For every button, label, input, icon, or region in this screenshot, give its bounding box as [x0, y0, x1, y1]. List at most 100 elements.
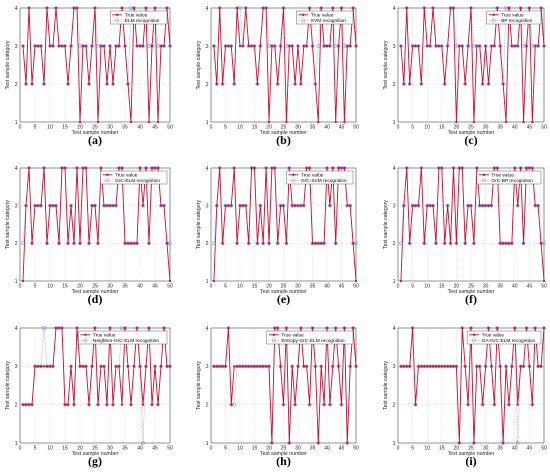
x-tick-label: 35	[122, 284, 128, 290]
x-tick-label: 0	[19, 446, 22, 452]
true-value-point	[273, 326, 276, 330]
true-value-point	[478, 204, 481, 207]
recognition-point	[399, 364, 403, 369]
true-value-point	[270, 166, 274, 170]
y-axis-label: Test sample category	[5, 200, 11, 249]
recognition-point	[495, 326, 500, 330]
recognition-point	[322, 241, 326, 246]
true-value-point	[405, 6, 408, 10]
true-value-point	[423, 365, 426, 368]
true-value-point	[159, 44, 163, 48]
recognition-point	[434, 241, 438, 246]
true-value-point	[513, 166, 516, 170]
recognition-point	[75, 326, 79, 330]
true-value-point	[516, 403, 519, 406]
x-tick-label: 30	[107, 446, 113, 452]
x-tick-label: 45	[527, 125, 533, 131]
true-value-point	[156, 120, 160, 124]
recognition-point	[51, 364, 55, 369]
true-value-point	[537, 204, 540, 207]
true-value-point	[481, 82, 484, 86]
recognition-point	[472, 441, 476, 445]
recognition-point	[111, 402, 115, 407]
true-value-point	[437, 166, 441, 170]
recognition-point	[138, 364, 142, 369]
true-value-point	[105, 82, 109, 86]
plot-area	[19, 327, 171, 444]
true-value-point	[328, 44, 332, 48]
true-value-point	[224, 44, 227, 48]
x-tick-label: 20	[266, 284, 272, 290]
x-axis-label: Test sample number	[260, 289, 307, 295]
recognition-point	[238, 364, 242, 369]
recognition-point	[495, 166, 500, 170]
x-tick-label: 20	[266, 125, 272, 131]
recognition-point	[348, 203, 353, 208]
true-value-point	[496, 166, 499, 170]
recognition-point	[333, 44, 338, 48]
true-value-point	[238, 44, 242, 48]
recognition-point	[72, 402, 76, 407]
recognition-point	[457, 441, 462, 445]
recognition-point	[226, 203, 231, 208]
true-value-point	[475, 166, 478, 170]
true-value-point	[227, 326, 230, 330]
recognition-point	[402, 82, 406, 86]
true-value-point	[102, 44, 106, 48]
recognition-point	[21, 44, 25, 48]
recognition-point	[524, 326, 529, 330]
true-value-point	[534, 326, 537, 330]
recognition-point	[507, 241, 511, 246]
true-value-point	[285, 120, 288, 124]
recognition-point	[419, 82, 424, 86]
x-tick-label: 25	[281, 446, 287, 452]
x-tick-label: 0	[210, 125, 213, 131]
true-value-point	[542, 279, 546, 283]
recognition-point	[316, 241, 321, 246]
true-value-point	[39, 44, 43, 48]
recognition-point	[448, 6, 453, 10]
legend-label-true-value: True value	[501, 12, 524, 18]
legend-box	[100, 170, 168, 185]
recognition-point	[504, 364, 508, 369]
x-axis-label: Test sample number	[260, 130, 307, 136]
true-value-point	[320, 365, 323, 368]
true-value-point	[212, 279, 216, 283]
true-value-point	[440, 365, 443, 368]
true-value-point	[221, 242, 224, 245]
recognition-point	[287, 441, 292, 445]
recognition-point	[275, 241, 280, 246]
true-value-point	[484, 44, 487, 48]
x-tick-label: 15	[62, 446, 68, 452]
panel-label: (d)	[88, 292, 103, 306]
true-value-point	[325, 166, 329, 170]
recognition-point	[150, 402, 154, 407]
true-value-point	[446, 44, 449, 48]
recognition-point	[126, 82, 130, 86]
chart-panel: 0 5 10 15 20 25 30 35 40 45 50 1 2 3 4 Test sample numb…	[383, 166, 547, 306]
y-tick-label: 1	[15, 120, 18, 126]
recognition-point	[290, 364, 295, 369]
x-tick-label: 15	[252, 125, 258, 131]
recognition-point	[445, 44, 450, 48]
true-value-point	[159, 204, 163, 207]
x-tick-label: 15	[439, 446, 445, 452]
recognition-point	[111, 82, 115, 86]
true-value-point	[72, 242, 76, 245]
true-value-point	[414, 403, 417, 406]
true-value-point	[402, 204, 405, 207]
x-tick-label: 15	[62, 125, 68, 131]
true-value-point	[72, 6, 76, 10]
recognition-point	[463, 82, 467, 86]
true-value-point	[48, 44, 52, 48]
recognition-point	[339, 402, 344, 407]
true-value-point	[105, 403, 109, 406]
legend-marker-recognition	[482, 178, 486, 183]
legend-marker-recognition	[301, 18, 306, 23]
true-value-point	[215, 365, 218, 368]
recognition-point	[407, 364, 412, 369]
recognition-point	[275, 326, 280, 330]
x-tick-label: 10	[424, 284, 430, 290]
y-tick-label: 2	[206, 402, 209, 408]
